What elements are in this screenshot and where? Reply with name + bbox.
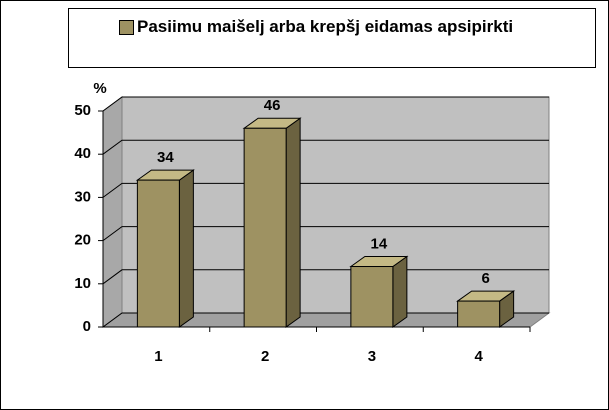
legend-label: Pasiimu maišelj arba krepšj eidamas apsi… [137,17,514,36]
legend: Pasiimu maišelj arba krepšj eidamas apsi… [68,8,596,68]
grid-line [102,96,549,112]
x-tick-label: 4 [474,348,483,365]
x-tick-label: 1 [154,348,162,365]
bar-side [285,117,301,328]
grid-line [102,139,549,155]
x-tick-label: 2 [261,348,269,365]
y-tick-label: 10 [74,275,91,292]
x-tick-label: 3 [368,348,376,365]
value-label: 6 [481,270,489,287]
y-tick-label: 30 [74,188,91,205]
bar [243,127,287,328]
y-tick-label: 20 [74,232,91,249]
bar [457,300,501,328]
y-tick-label: 0 [83,318,91,335]
bar-side [392,255,408,328]
bar [136,179,180,328]
bar [350,266,394,328]
side-wall [102,96,123,328]
grid-line [102,182,549,198]
y-tick-label: 50 [74,102,91,119]
y-axis-label: % [93,80,106,97]
value-label: 14 [371,235,388,252]
bar-side [178,169,194,328]
value-label: 46 [264,97,281,114]
grid-line [102,226,549,242]
y-tick-label: 40 [74,145,91,162]
legend-swatch [119,20,134,35]
value-label: 34 [157,149,174,166]
